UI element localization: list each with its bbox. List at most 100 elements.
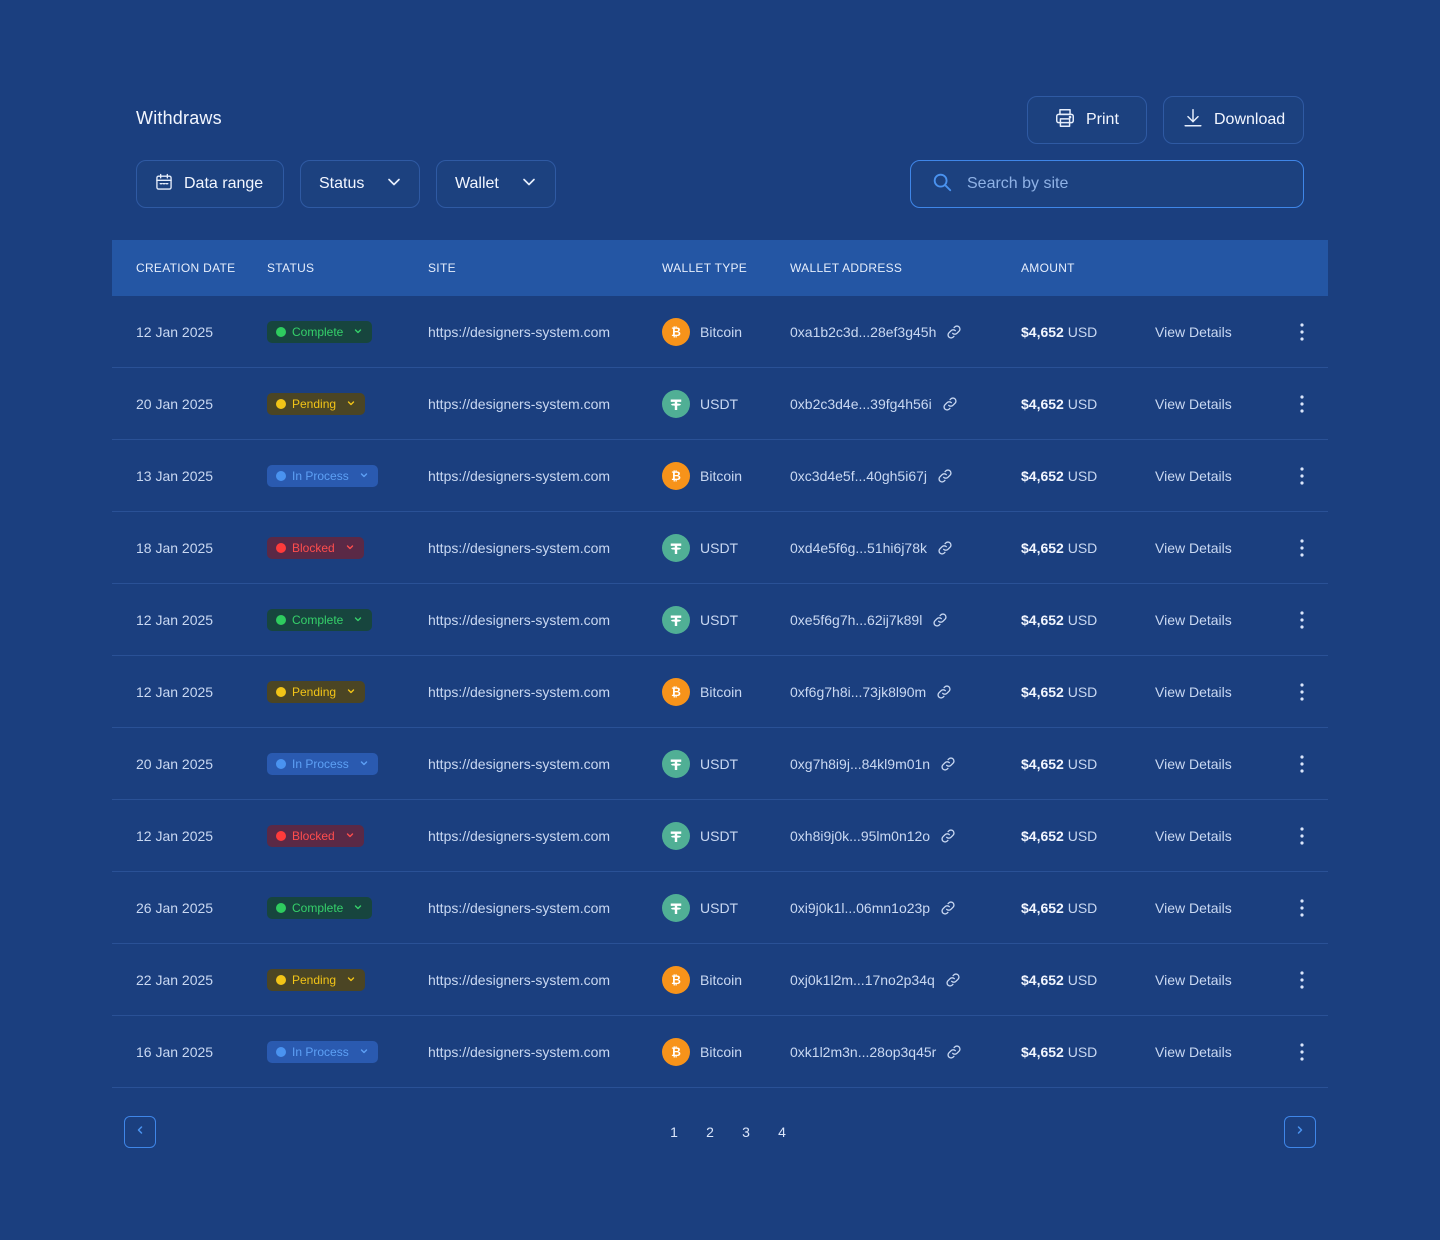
more-vertical-icon[interactable] [1292,822,1312,850]
more-vertical-icon[interactable] [1292,462,1312,490]
view-details-link[interactable]: View Details [1155,1043,1232,1060]
link-icon[interactable] [946,1044,962,1060]
view-details-link[interactable]: View Details [1155,467,1232,484]
print-button[interactable]: Print [1027,96,1147,144]
link-icon[interactable] [942,396,958,412]
status-badge[interactable]: Pending [267,680,366,703]
date-range-filter[interactable]: Data range [136,160,284,208]
chevron-down-icon [341,541,355,555]
page-4[interactable]: 4 [778,1124,786,1140]
usdt-icon [662,389,690,418]
wallet-address-text: 0xe5f6g7h...62ij7k89l [790,611,923,628]
column-site[interactable]: SITE [428,261,456,275]
more-vertical-icon[interactable] [1292,534,1312,562]
link-icon[interactable] [945,972,961,988]
wallet-filter[interactable]: Wallet [436,160,556,208]
usdt-icon [662,533,690,562]
site-link[interactable]: https://designers-system.com [428,755,611,772]
column-amount[interactable]: AMOUNT [1021,261,1075,275]
more-vertical-icon[interactable] [1292,606,1312,634]
status-badge[interactable]: Blocked [267,536,364,559]
link-icon[interactable] [940,900,956,916]
status-badge[interactable]: In Process [267,1040,378,1063]
status-filter[interactable]: Status [300,160,420,208]
link-icon[interactable] [940,756,956,772]
site-link[interactable]: https://designers-system.com [428,611,611,628]
view-details-link[interactable]: View Details [1155,395,1232,412]
site-link[interactable]: https://designers-system.com [428,899,611,916]
more-vertical-icon[interactable] [1292,678,1312,706]
more-vertical-icon[interactable] [1292,750,1312,778]
link-icon[interactable] [937,540,953,556]
column-status[interactable]: STATUS [267,261,315,275]
link-icon[interactable] [932,612,948,628]
wallet-type-label: USDT [700,899,739,916]
wallet-address-text: 0xc3d4e5f...40gh5i67j [790,467,927,484]
wallet-address: 0xf6g7h8i...73jk8l90m [790,684,952,700]
chevron-down-icon [341,829,355,843]
wallet-filter-label: Wallet [455,175,499,192]
wallet-type-label: Bitcoin [700,323,743,340]
status-badge[interactable]: Blocked [267,824,364,847]
status-label: In Process [292,468,349,483]
site-link[interactable]: https://designers-system.com [428,323,611,340]
table-row: 12 Jan 2025 Complete https://designers-sys… [112,584,1328,656]
site-link[interactable]: https://designers-system.com [428,971,611,988]
search-input[interactable] [967,175,1267,193]
link-icon[interactable] [937,468,953,484]
status-filter-label: Status [319,175,365,192]
view-details-link[interactable]: View Details [1155,683,1232,700]
more-vertical-icon[interactable] [1292,1038,1312,1066]
site-link[interactable]: https://designers-system.com [428,1043,611,1060]
wallet-address: 0xi9j0k1l...06mn1o23p [790,900,956,916]
chevron-down-icon [342,685,356,699]
status-dot [276,470,286,481]
site-link[interactable]: https://designers-system.com [428,827,611,844]
link-icon[interactable] [936,684,952,700]
site-link[interactable]: https://designers-system.com [428,467,611,484]
column-creation-date[interactable]: CREATION DATE [136,261,236,275]
site-link[interactable]: https://designers-system.com [428,395,611,412]
more-vertical-icon[interactable] [1292,318,1312,346]
link-icon[interactable] [946,324,962,340]
view-details-link[interactable]: View Details [1155,611,1232,628]
svg-text:₿: ₿ [671,469,681,483]
amount: $4,652 USD [1021,900,1097,916]
previous-page-button[interactable] [124,1116,156,1148]
status-badge[interactable]: Complete [267,608,373,631]
more-vertical-icon[interactable] [1292,966,1312,994]
status-badge[interactable]: Pending [267,392,366,415]
column-wallet-type[interactable]: WALLET TYPE [662,261,748,275]
view-details-link[interactable]: View Details [1155,971,1232,988]
status-badge[interactable]: In Process [267,464,378,487]
status-badge[interactable]: Complete [267,896,373,919]
status-badge[interactable]: Pending [267,968,366,991]
creation-date: 13 Jan 2025 [136,467,214,484]
view-details-link[interactable]: View Details [1155,323,1232,340]
table-row: 20 Jan 2025 In Process https://designers-s… [112,728,1328,800]
more-vertical-icon[interactable] [1292,894,1312,922]
link-icon[interactable] [940,828,956,844]
view-details-link[interactable]: View Details [1155,755,1232,772]
amount: $4,652 USD [1021,684,1097,700]
site-link[interactable]: https://designers-system.com [428,539,611,556]
page-title: Withdraws [136,108,222,128]
download-button[interactable]: Download [1163,96,1304,144]
page-1[interactable]: 1 [670,1124,678,1140]
site-link[interactable]: https://designers-system.com [428,683,611,700]
page-2[interactable]: 2 [706,1124,714,1140]
status-badge[interactable]: In Process [267,752,378,775]
view-details-link[interactable]: View Details [1155,827,1232,844]
chevron-down-icon [355,757,369,771]
view-details-link[interactable]: View Details [1155,539,1232,556]
top-actions: Print Download [1027,96,1304,144]
wallet-address-text: 0xi9j0k1l...06mn1o23p [790,899,931,916]
next-page-button[interactable] [1284,1116,1316,1148]
chevron-down-icon [355,469,369,483]
page-3[interactable]: 3 [742,1124,750,1140]
column-wallet-address[interactable]: WALLET ADDRESS [790,261,903,275]
status-badge[interactable]: Complete [267,320,373,343]
more-vertical-icon[interactable] [1292,390,1312,418]
bitcoin-icon: ₿ [662,677,690,706]
view-details-link[interactable]: View Details [1155,899,1232,916]
